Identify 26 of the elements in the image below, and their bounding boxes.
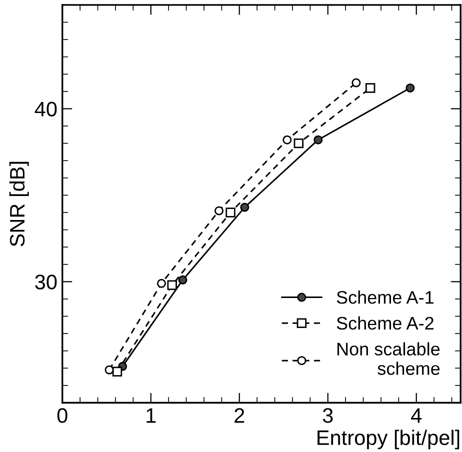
x-tick-label: 0 bbox=[57, 408, 68, 423]
point bbox=[156, 278, 166, 288]
point bbox=[178, 275, 188, 284]
y-tick-label: 40 bbox=[34, 102, 57, 116]
point bbox=[104, 365, 114, 374]
point bbox=[167, 280, 177, 290]
legend-label: Non scalable scheme bbox=[337, 342, 440, 375]
y-axis-title: SNR [dB] bbox=[9, 162, 29, 246]
y-tick-label: 30 bbox=[35, 274, 57, 290]
x-tick-label: 3 bbox=[322, 408, 333, 423]
legend-label: Scheme A-1 bbox=[336, 290, 434, 304]
point bbox=[294, 138, 304, 148]
x-axis-title: Entropy [bit/pel] bbox=[318, 430, 460, 450]
point bbox=[240, 202, 250, 212]
legend-label: Scheme A-2 bbox=[336, 316, 434, 330]
point bbox=[314, 135, 323, 144]
point bbox=[112, 366, 122, 376]
point bbox=[352, 78, 361, 88]
point bbox=[282, 135, 292, 144]
x-tick-label: 1 bbox=[146, 408, 156, 423]
point bbox=[406, 83, 415, 92]
point bbox=[226, 208, 236, 218]
point bbox=[214, 206, 224, 216]
x-tick-label: 2 bbox=[234, 408, 244, 423]
point bbox=[365, 83, 376, 93]
x-tick-label: 4 bbox=[411, 408, 422, 423]
